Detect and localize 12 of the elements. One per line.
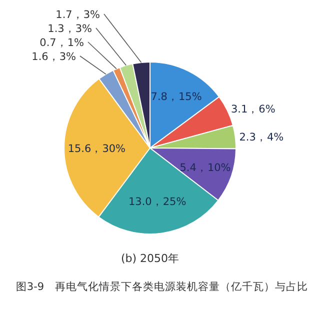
data-label: 15.6，30% bbox=[68, 142, 126, 155]
text: 图3-9 再电气化情景下各类电源装机容量（亿千瓦）与占比 bbox=[16, 280, 308, 293]
data-label: 0.7，1% bbox=[40, 37, 84, 49]
data-label: 13.0，25% bbox=[128, 196, 186, 208]
data-label: 2.3，4% bbox=[239, 131, 284, 144]
data-label: 5.4，10% bbox=[180, 162, 231, 174]
data-label: 1.3，3% bbox=[48, 23, 92, 35]
data-label: 1.6，3% bbox=[32, 51, 76, 63]
data-label: 3.1，6% bbox=[230, 104, 276, 116]
data-label: 7.8，15% bbox=[150, 90, 202, 103]
data-label: 1.7，3% bbox=[56, 9, 100, 21]
text: (b) 2050年 bbox=[120, 252, 180, 265]
